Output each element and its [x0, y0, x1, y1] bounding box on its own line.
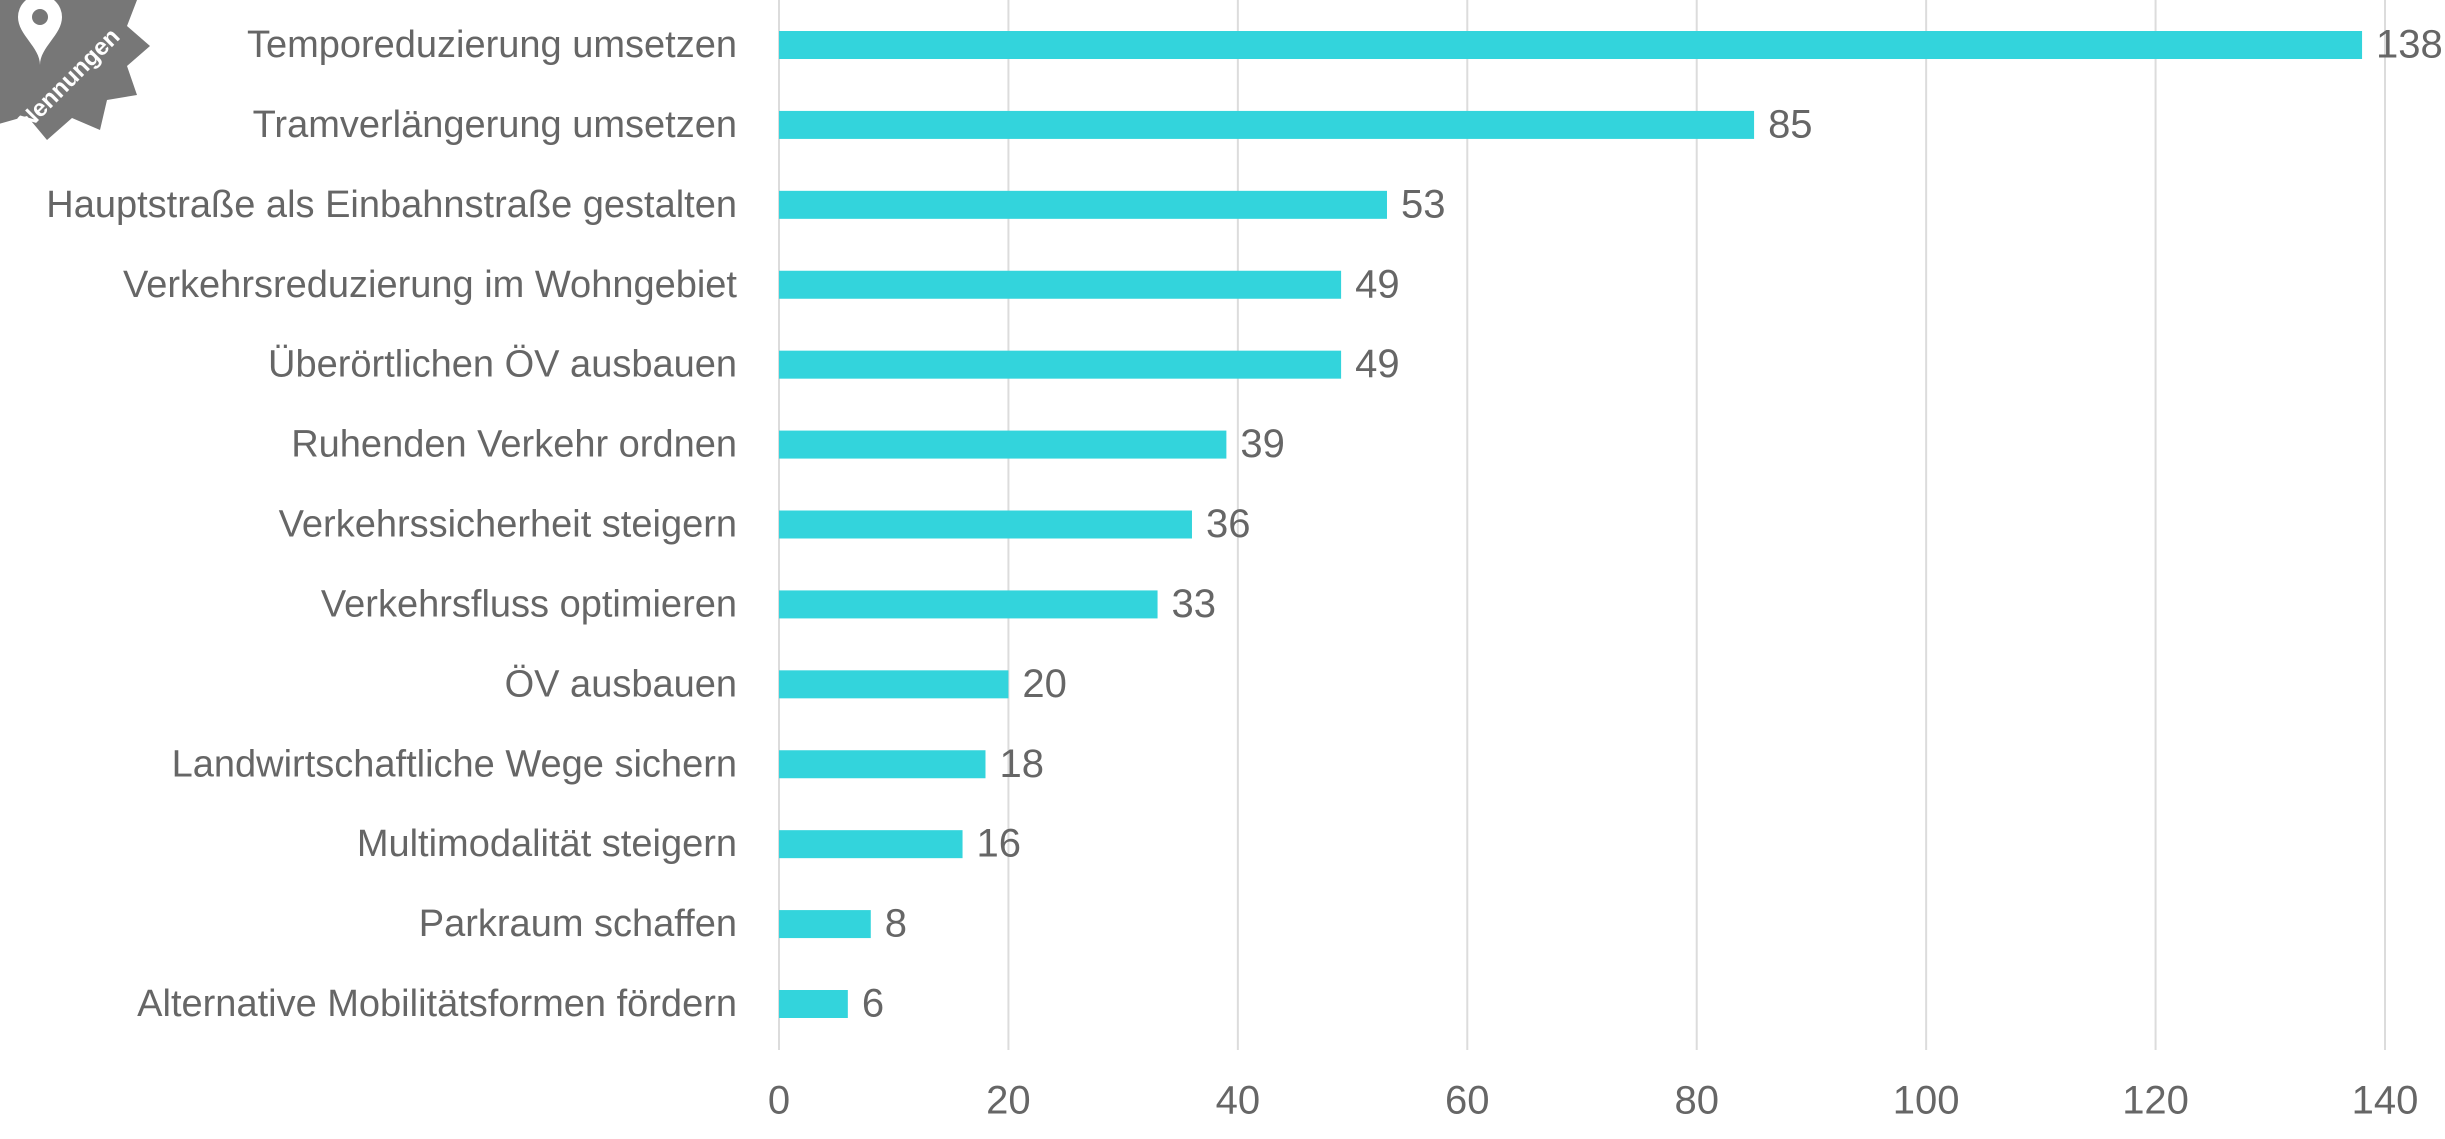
data-label: 20 [1022, 662, 1067, 706]
y-tick-label: Hauptstraße als Einbahnstraße gestalten [46, 184, 737, 226]
y-tick-label: Verkehrssicherheit steigern [279, 504, 737, 546]
y-tick-label: Verkehrsfluss optimieren [321, 583, 737, 625]
bar [779, 430, 1227, 459]
x-tick-label: 0 [768, 1079, 790, 1123]
pin-icon [18, 0, 62, 65]
bar [779, 590, 1158, 619]
y-tick-label: Temporeduzierung umsetzen [247, 24, 737, 66]
data-label: 36 [1206, 502, 1251, 546]
data-label: 49 [1355, 262, 1400, 306]
y-tick-label: Ruhenden Verkehr ordnen [291, 424, 737, 466]
y-tick-label: ÖV ausbauen [505, 663, 737, 705]
data-label: 138 [2376, 23, 2443, 67]
bar [779, 910, 871, 939]
x-tick-label: 140 [2352, 1079, 2419, 1123]
y-tick-label: Überörtlichen ÖV ausbauen [268, 344, 737, 386]
bar [779, 990, 848, 1018]
x-tick-label: 20 [986, 1079, 1031, 1123]
bar [779, 190, 1387, 219]
y-tick-label: Multimodalität steigern [357, 823, 737, 865]
x-tick-label: 40 [1216, 1079, 1261, 1123]
data-label: 49 [1355, 342, 1400, 386]
data-label: 85 [1768, 102, 1813, 146]
bar [779, 750, 986, 779]
y-tick-label: Tramverlängerung umsetzen [253, 104, 737, 146]
x-tick-label: 80 [1674, 1079, 1719, 1123]
x-tick-label: 60 [1445, 1079, 1490, 1123]
bar [779, 510, 1192, 539]
y-tick-label: Parkraum schaffen [419, 903, 737, 945]
data-label: 53 [1401, 182, 1446, 226]
bar [779, 670, 1009, 699]
pin-hole [32, 9, 48, 25]
data-label: 16 [977, 822, 1022, 866]
x-tick-label: 100 [1893, 1079, 1960, 1123]
bar [779, 830, 963, 859]
bar [779, 270, 1342, 299]
data-label: 6 [862, 982, 884, 1026]
bar [779, 31, 2363, 59]
bar [779, 110, 1755, 139]
y-tick-label: Verkehrsreduzierung im Wohngebiet [123, 264, 737, 306]
y-tick-label: Alternative Mobilitätsformen fördern [137, 983, 737, 1025]
data-label: 18 [999, 742, 1044, 786]
bar [779, 350, 1342, 379]
y-tick-label: Landwirtschaftliche Wege sichern [172, 743, 737, 785]
x-tick-label: 120 [2122, 1079, 2189, 1123]
data-label: 8 [885, 902, 907, 946]
data-label: 33 [1172, 582, 1217, 626]
data-label: 39 [1240, 422, 1285, 466]
badge: Nennungen [0, 0, 150, 140]
